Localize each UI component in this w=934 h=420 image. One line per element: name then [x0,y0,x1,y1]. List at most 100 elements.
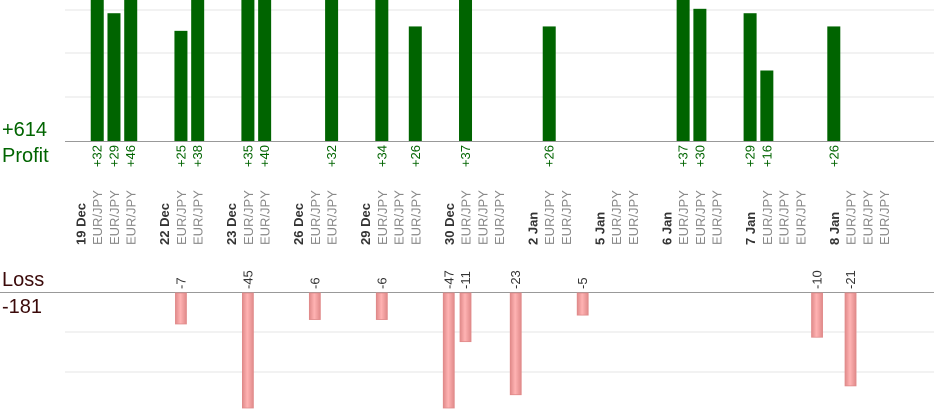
loss-bar [576,292,589,316]
loss-value-label: -45 [240,270,255,289]
pair-label: EUR/JPY [325,190,340,245]
pair-label: EUR/JPY [90,190,105,245]
date-label: 26 Dec [291,203,306,245]
profit-bar [676,0,690,141]
loss-value-label: -10 [810,270,825,289]
gridlines [0,9,934,373]
profit-total: +614 [2,119,48,141]
loss-value-label: -21 [843,270,858,289]
pair-label: EUR/JPY [626,190,641,245]
date-label: 22 Dec [157,203,172,245]
profit-label: Profit [2,145,49,167]
loss-value-label: -6 [374,277,389,289]
pair-label: EUR/JPY [793,190,808,245]
profit-value-label: +37 [458,145,473,167]
profit-bar [693,8,707,141]
pair-label: EUR/JPY [693,190,708,245]
profit-bar [325,0,339,141]
pair-label: EUR/JPY [191,190,206,245]
loss-bar [509,292,522,396]
profit-bar [459,0,473,141]
pair-label: EUR/JPY [241,190,256,245]
pair-label: EUR/JPY [492,190,507,245]
pair-label: EUR/JPY [174,190,189,245]
profit-bar [90,0,104,141]
profit-bar [743,13,757,141]
pair-label: EUR/JPY [777,190,792,245]
pair-label: EUR/JPY [258,190,273,245]
date-label: 5 Jan [592,212,607,245]
profit-bar [191,0,205,141]
profit-value-label: +26 [408,145,423,167]
pair-label: EUR/JPY [609,190,624,245]
profit-bars [90,0,841,141]
profit-bar [827,26,841,141]
profit-bar [258,0,272,141]
profit-value-label: +34 [374,145,389,167]
profit-value-labels: +32 +29 +46 +25 +38 +35 +40 +32 +34 +26 +37 +26 +37 +… [90,145,842,167]
loss-bar [811,292,823,338]
pair-label: EUR/JPY [459,190,474,245]
loss-bar [442,292,455,409]
profit-bar [174,30,188,141]
loss-bar [308,292,321,320]
loss-value-label: -5 [575,277,590,289]
profit-value-label: +26 [542,145,557,167]
date-label: 29 Dec [358,203,373,245]
pair-label: EUR/JPY [559,190,574,245]
profit-value-label: +30 [692,145,707,167]
profit-value-label: +32 [324,145,339,167]
pair-label: EUR/JPY [392,190,407,245]
loss-value-label: -47 [441,270,456,289]
loss-bar [844,292,857,387]
profit-value-label: +29 [106,145,121,167]
loss-value-label: -23 [508,270,523,289]
x-axis-labels: 19 Dec EUR/JPY EUR/JPY EUR/JPY 22 Dec EUR/JPY… [74,190,893,245]
profit-value-label: +35 [240,145,255,167]
pair-label: EUR/JPY [375,190,390,245]
pair-label: EUR/JPY [308,190,323,245]
profit-value-label: +38 [190,145,205,167]
profit-value-label: +37 [676,145,691,167]
profit-value-label: +29 [743,145,758,167]
loss-label: Loss [2,269,45,291]
pair-label: EUR/JPY [760,190,775,245]
loss-bar [459,292,472,343]
profit-value-label: +46 [123,145,138,167]
profit-value-label: +26 [826,145,841,167]
profit-bar [375,0,389,141]
date-label: 23 Dec [224,203,239,245]
profit-bar [124,0,138,141]
loss-bar [241,292,254,409]
loss-value-label: -11 [458,271,473,289]
profit-value-label: +16 [759,145,774,167]
loss-value-label: -6 [307,277,322,289]
pair-label: EUR/JPY [710,190,725,245]
pair-label: EUR/JPY [542,190,557,245]
profit-bar [241,0,255,141]
date-label: 8 Jan [827,212,842,245]
pair-label: EUR/JPY [124,190,139,245]
pair-label: EUR/JPY [877,190,892,245]
profit-bar [542,26,556,141]
profit-value-label: +40 [257,145,272,167]
date-label: 19 Dec [74,203,89,245]
loss-total: -181 [2,296,43,318]
date-label: 30 Dec [442,203,457,245]
pair-label: EUR/JPY [107,190,122,245]
loss-value-labels: -7 -45 -6 -6 -47 -11 -23 -5 -10 -21 [173,270,858,289]
loss-bar [175,292,187,325]
date-label: 7 Jan [743,212,758,245]
profit-bar [107,13,121,141]
pair-label: EUR/JPY [860,190,875,245]
pair-label: EUR/JPY [475,190,490,245]
profit-bar [408,26,422,141]
loss-value-label: -7 [173,277,188,289]
pair-label: EUR/JPY [408,190,423,245]
profit-value-label: +25 [173,145,188,167]
loss-bars [175,292,857,409]
profit-bar [760,70,774,141]
pair-label: EUR/JPY [844,190,859,245]
loss-bar [375,292,388,320]
